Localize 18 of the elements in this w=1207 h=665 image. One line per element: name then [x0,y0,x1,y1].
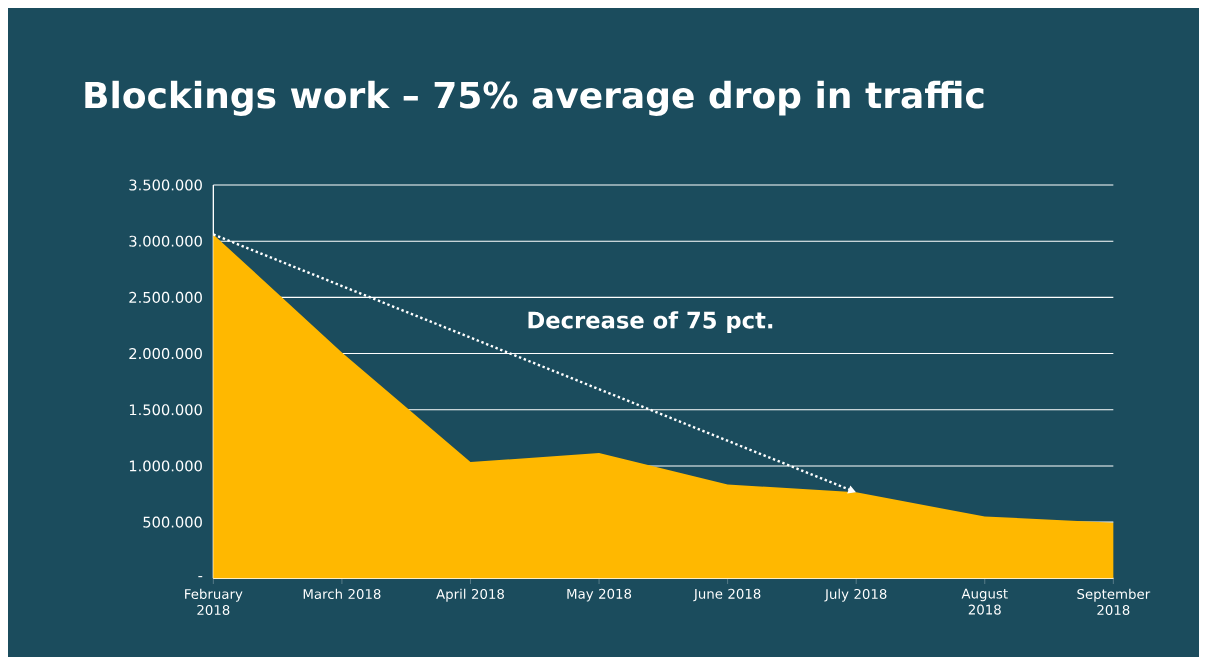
y-tick-label: 2.500.000 [129,291,202,303]
x-tick-label: May 2018 [567,588,632,602]
y-tick-label: 3.500.000 [129,179,202,191]
y-tick-label: 2.000.000 [129,348,202,360]
x-tick-label: August 2018 [961,588,1008,615]
y-tick-label: 1.000.000 [129,460,202,472]
x-tick-label: April 2018 [436,588,504,602]
chart-title: Blockings work – 75% average drop in traffic [85,80,984,116]
x-tick-label: July 2018 [824,588,887,602]
x-tick-label: September 2018 [1077,588,1151,616]
y-tick-label: 500.000 [143,516,202,528]
y-tick-label: 1.500.000 [129,404,202,416]
y-tick-label: 3.000.000 [129,235,202,247]
annotation: Decrease of 75 pct. [528,311,773,334]
y-tick-label: - [198,576,203,578]
x-tick-label: March 2018 [303,588,381,600]
x-tick-label: June 2018 [693,588,761,602]
x-tick-label: February 2018 [185,588,243,616]
